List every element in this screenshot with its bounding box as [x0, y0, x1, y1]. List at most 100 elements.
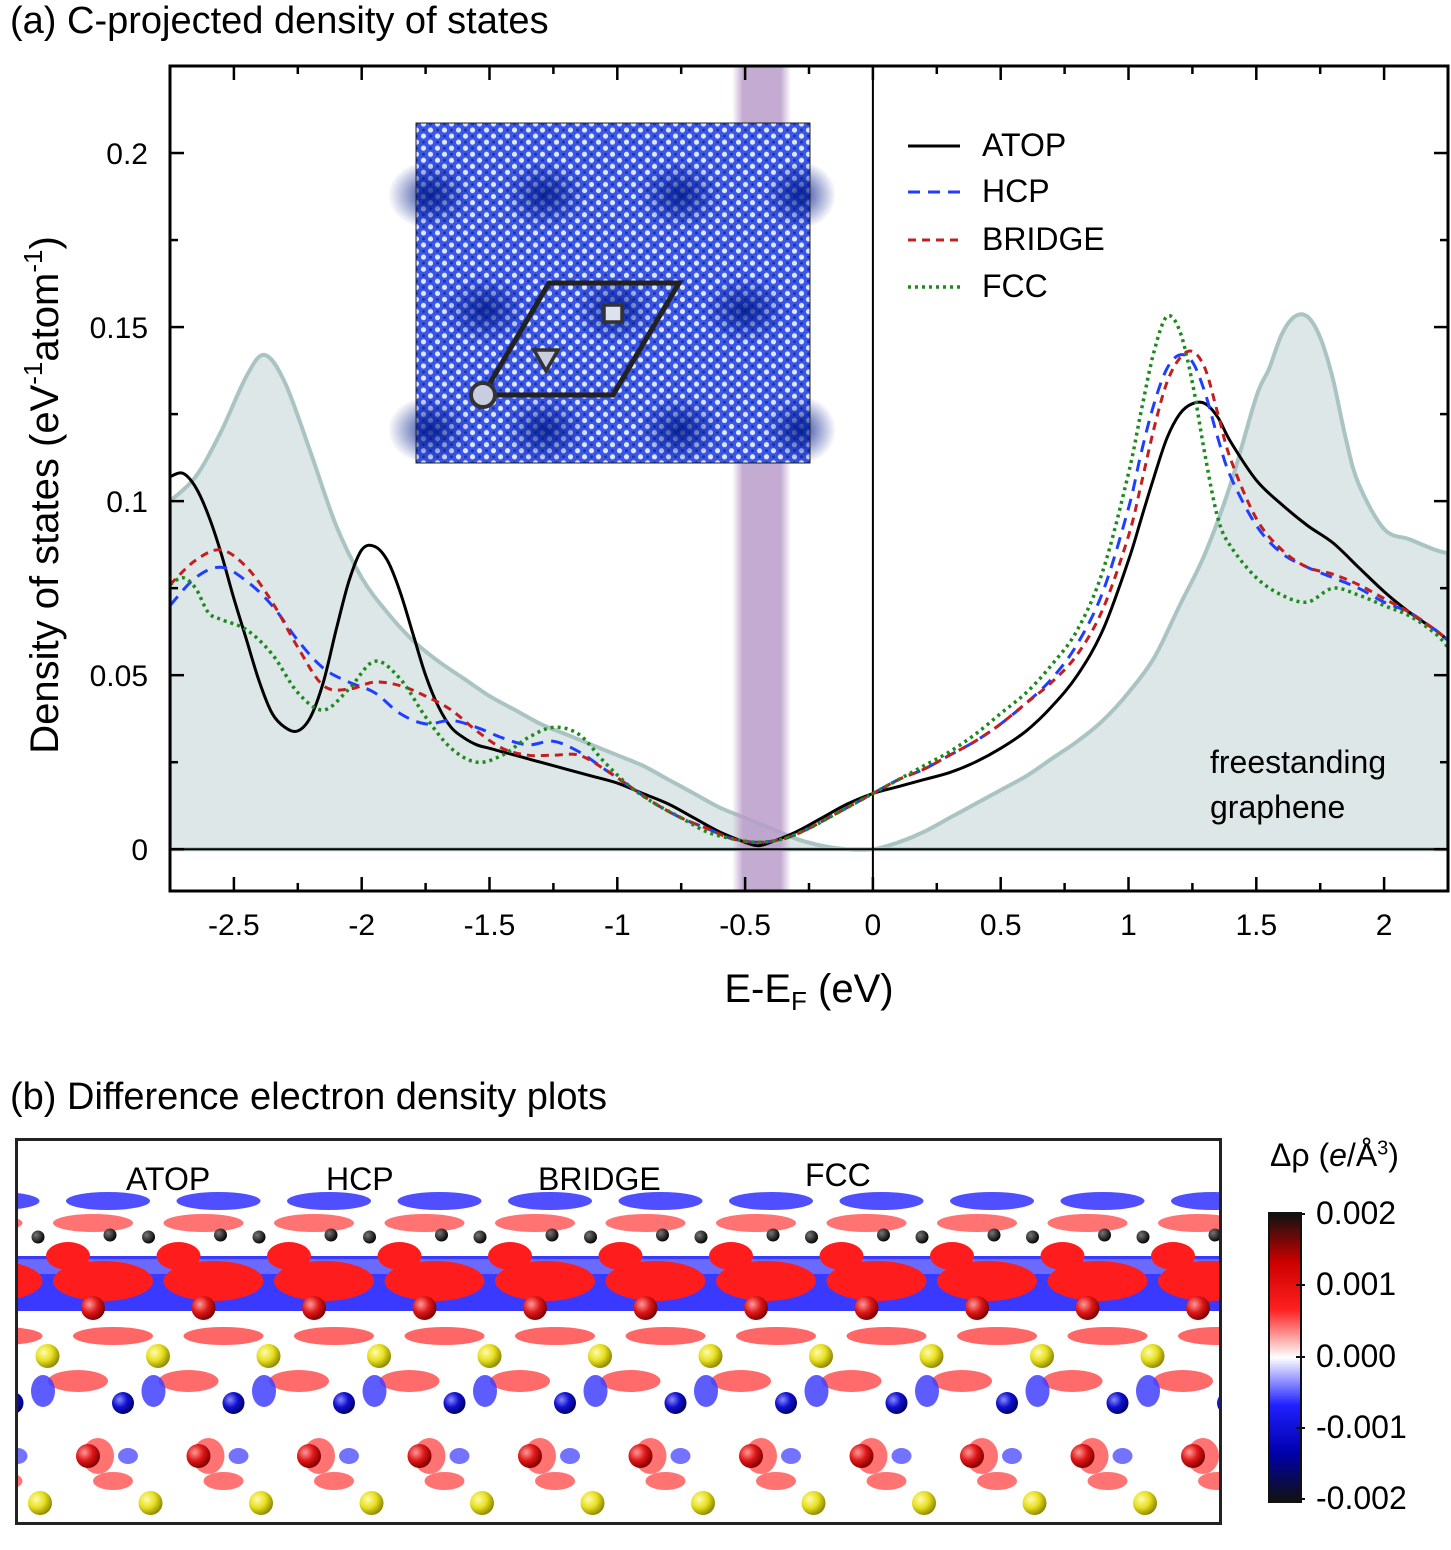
y-axis-label: Density of states (eV-1atom-1): [18, 236, 67, 754]
red-lobe: [379, 1370, 440, 1392]
colorbar-tick-label: 0.001: [1316, 1266, 1397, 1303]
colorbar-tick: [1296, 1284, 1305, 1287]
red-lobe: [645, 1472, 686, 1490]
plot-frame: [168, 64, 1450, 893]
carbon-atom: [363, 1230, 376, 1244]
red-atom: [302, 1296, 326, 1320]
yellow-atom: [919, 1344, 944, 1368]
red-atom: [518, 1444, 542, 1468]
red-lobe: [716, 1261, 816, 1301]
red-lobe: [1042, 1370, 1103, 1392]
blue-atom: [554, 1392, 576, 1414]
red-lobe: [605, 1214, 686, 1232]
colorbar-tick-label: 0.000: [1316, 1337, 1397, 1374]
red-atom: [1181, 1444, 1205, 1468]
blue-lobe: [1025, 1375, 1050, 1407]
inset-stm-image: [388, 122, 836, 464]
yellow-atom: [470, 1491, 494, 1515]
red-lobe: [932, 1370, 992, 1392]
red-atom: [628, 1444, 653, 1468]
red-lobe: [1047, 1261, 1148, 1301]
red-lobe: [18, 1263, 43, 1299]
red-lobe: [515, 1327, 595, 1345]
red-atom: [960, 1444, 984, 1468]
colorbar-label: Δρ (e/Å3): [1270, 1137, 1399, 1173]
blue-lobe: [508, 1192, 592, 1210]
x-tick-label: -0.5: [719, 909, 771, 942]
red-lobe: [384, 1261, 485, 1301]
blue-lobe: [1171, 1192, 1219, 1210]
series-group: [170, 314, 1448, 848]
red-atom: [744, 1296, 768, 1320]
yellow-atom: [367, 1344, 391, 1368]
yellow-atom: [1030, 1344, 1054, 1368]
yellow-atom: [801, 1491, 826, 1515]
red-lobe: [1087, 1472, 1128, 1490]
red-atom: [849, 1444, 874, 1468]
blue-lobe: [141, 1375, 166, 1407]
dos-chart: -2.5 -2 -1.5 -1 -0.5 0 0.5 1 1.5 2 0 0.05 0.1 0.15 0.2…: [18, 64, 1450, 1016]
red-lobe: [377, 1242, 422, 1270]
blue-lobe: [18, 1448, 28, 1464]
blue-lobe: [1060, 1192, 1145, 1210]
red-lobe: [711, 1370, 771, 1392]
y-tick-label: 0.2: [106, 138, 148, 171]
blue-lobe: [228, 1448, 249, 1464]
annotation-line-1: freestanding: [1210, 744, 1386, 780]
red-atom: [523, 1296, 547, 1320]
carbon-atom: [103, 1228, 117, 1242]
x-tick-label: -2.5: [208, 909, 260, 942]
carbon-atom: [324, 1228, 338, 1242]
blue-atom: [1217, 1396, 1219, 1410]
panel-b-title: (b) Difference electron density plots: [10, 1076, 608, 1118]
red-lobe: [488, 1242, 532, 1270]
red-atom: [633, 1296, 658, 1320]
site-label-fcc: FCC: [805, 1157, 871, 1193]
carbon-atom: [1026, 1230, 1039, 1244]
red-atom: [191, 1296, 216, 1320]
yellow-atom: [588, 1344, 612, 1368]
red-lobe: [495, 1214, 575, 1232]
red-atom: [1070, 1444, 1095, 1468]
red-atom: [965, 1296, 989, 1320]
x-tick-label: 1.5: [1235, 909, 1277, 942]
red-atom: [76, 1444, 100, 1468]
red-lobe: [93, 1472, 133, 1490]
red-lobe: [600, 1370, 661, 1392]
red-lobe: [404, 1327, 485, 1345]
blue-lobe: [31, 1375, 55, 1407]
blue-atom: [996, 1392, 1018, 1414]
series-hcp: [170, 353, 1448, 844]
carbon-atom: [545, 1228, 559, 1242]
red-lobe: [274, 1261, 374, 1301]
colorbar: [1268, 1212, 1302, 1503]
yellow-atom: [138, 1491, 163, 1515]
red-lobe: [937, 1214, 1017, 1232]
colorbar-tick: [1296, 1213, 1305, 1215]
blue-lobe: [339, 1448, 359, 1464]
red-lobe: [756, 1472, 796, 1490]
blue-lobe: [839, 1192, 924, 1210]
yellow-atom: [1022, 1491, 1047, 1515]
x-tick-label: 2: [1376, 909, 1393, 942]
annotation-line-2: graphene: [1210, 789, 1345, 825]
blue-atom: [222, 1392, 245, 1414]
site-label-atop: ATOP: [126, 1161, 211, 1197]
blue-atom: [1106, 1392, 1129, 1414]
unit-cell: [478, 280, 684, 398]
blue-lobe: [287, 1192, 371, 1210]
red-lobe: [73, 1327, 153, 1345]
axis-ticks: -2.5 -2 -1.5 -1 -0.5 0 0.5 1 1.5 2 0 0.05 0.1 0.15 0.2: [90, 64, 1450, 942]
red-lobe: [846, 1327, 927, 1345]
red-lobe: [18, 1475, 23, 1487]
red-lobe: [314, 1472, 354, 1490]
red-lobe: [709, 1242, 753, 1270]
red-lobe: [930, 1242, 974, 1270]
blue-lobe: [583, 1375, 608, 1407]
blue-lobe: [176, 1192, 261, 1210]
carbon-atom: [584, 1230, 597, 1244]
carbon-atom: [987, 1228, 1001, 1242]
x-tick-label: -1: [604, 909, 631, 942]
y-tick-label: 0: [131, 834, 148, 867]
yellow-atom: [691, 1491, 715, 1515]
